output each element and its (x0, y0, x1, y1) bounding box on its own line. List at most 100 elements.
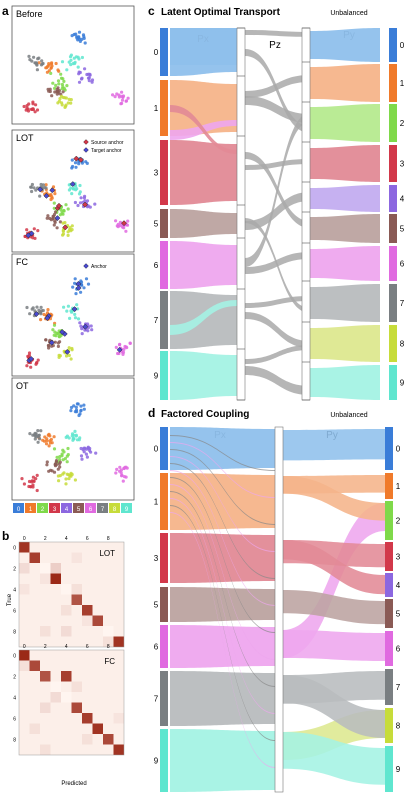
scatter-point (34, 477, 38, 481)
matrix-cell (19, 692, 30, 703)
scatter-point (41, 438, 45, 442)
panel-c-title: Latent Optimal Transport (161, 7, 281, 18)
scatter-point (115, 467, 119, 471)
scatter-point (52, 435, 56, 439)
matrix-cell (71, 563, 82, 574)
scatter-point (70, 228, 74, 232)
anchor-marker (25, 232, 32, 239)
scatter-point (62, 471, 66, 475)
matrix-cell (40, 702, 51, 713)
scatter-point (47, 63, 51, 67)
node-bar (385, 542, 393, 571)
scatter-before: Before (11, 5, 135, 125)
matrix-xtick: 2 (44, 644, 47, 650)
matrix-cell (29, 681, 40, 692)
scatter-point (118, 465, 122, 469)
scatter-point (39, 318, 43, 322)
py-flow (283, 429, 385, 461)
matrix-cell (40, 734, 51, 745)
scatter-point (53, 90, 57, 94)
px-thin-flow (170, 491, 275, 687)
py-flow (310, 28, 380, 62)
scatter-point (25, 104, 29, 108)
scatter-point (30, 189, 34, 194)
matrix-cell (113, 713, 124, 724)
matrix-cell (50, 671, 61, 682)
matrix-ytick: 8 (13, 629, 16, 635)
scatter-point (25, 305, 29, 310)
scatter-point (77, 80, 82, 84)
matrix-cell (50, 713, 61, 724)
matrix-cell (82, 713, 93, 724)
scatter-point (59, 72, 63, 76)
scatter-point (87, 79, 91, 83)
node-label: 3 (154, 554, 159, 563)
scatter-point (37, 308, 41, 312)
legend-anchor-icon (83, 147, 89, 153)
scatter-point (31, 236, 35, 240)
node-label: 9 (396, 765, 401, 774)
matrix-cell (71, 573, 82, 584)
node-label: 9 (400, 379, 405, 388)
panel-d-letter: d (148, 406, 155, 420)
scatter-panels: Before LOT Source anchor Target anchor FC Anc… (11, 5, 135, 501)
matrix-cell (40, 594, 51, 605)
matrix-cell (71, 594, 82, 605)
matrix-ytick: 4 (13, 695, 16, 701)
node-bar (160, 140, 168, 205)
scatter-point (51, 328, 55, 332)
matrix-xtick: 4 (65, 536, 68, 542)
matrix-cell (113, 542, 124, 553)
latent-flow (245, 113, 310, 267)
matrix-frame (18, 649, 125, 756)
matrix-cell (103, 744, 114, 755)
matrix-cell (29, 692, 40, 703)
py-flow (310, 284, 380, 322)
matrix-cell (103, 573, 114, 584)
latent-flow (245, 366, 310, 395)
matrix-cell (40, 636, 51, 647)
node-label: 3 (396, 553, 401, 562)
matrix-cell (29, 723, 40, 734)
scatter-point (67, 353, 71, 357)
matrix-cell (82, 563, 93, 574)
scatter-point (63, 221, 67, 225)
matrix-cell (61, 573, 72, 584)
scatter-point (53, 462, 58, 466)
scatter-title: LOT (16, 133, 34, 143)
scatter-point (60, 60, 65, 64)
matrix-cell (29, 573, 40, 584)
legend-anchor-icon (83, 263, 89, 269)
matrix-cell (61, 650, 72, 661)
node-bar (389, 365, 397, 400)
px-thin-flow (170, 498, 275, 714)
scatter-point (35, 361, 39, 365)
digit-swatch (73, 503, 84, 513)
scatter-point (45, 66, 49, 70)
digit-swatch-label: 5 (77, 507, 81, 513)
matrix-cell (103, 626, 114, 637)
scatter-point (56, 474, 61, 478)
latent-flow (245, 192, 310, 230)
scatter-point (69, 409, 73, 413)
matrix-cell (29, 563, 40, 574)
anchor-marker (28, 355, 35, 362)
node-bar (160, 80, 168, 136)
legend-anchor-label: Anchor (91, 264, 107, 270)
matrix-cell (82, 584, 93, 595)
scatter-point (35, 488, 39, 493)
scatter-point (78, 321, 82, 325)
scatter-point (62, 86, 66, 91)
anchor-marker (48, 339, 55, 346)
matrix-xtick: 6 (86, 644, 89, 650)
matrix-cell (71, 734, 82, 745)
node-bar (160, 28, 168, 76)
matrix-cell (113, 734, 124, 745)
matrix-xtick: 6 (86, 536, 89, 542)
px-thin-flow (170, 477, 275, 633)
scatter-point (40, 59, 44, 63)
matrix-cell (19, 594, 30, 605)
matrix-cell (50, 605, 61, 616)
matrix-cell (50, 692, 61, 703)
anchor-marker (33, 311, 40, 318)
